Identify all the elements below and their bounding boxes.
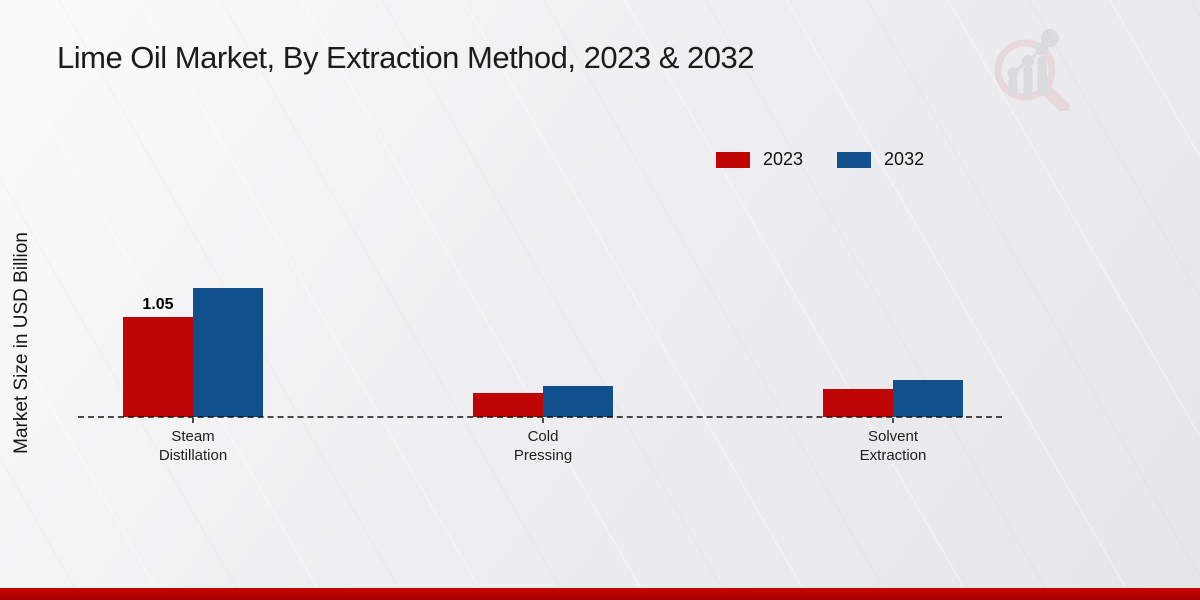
y-axis-label: Market Size in USD Billion: [11, 232, 32, 454]
x-tick-label-steam-distillation: Steam Distillation: [158, 428, 228, 464]
x-tick-label-solvent-extraction: Solvent Extraction: [859, 428, 927, 464]
legend-item-2032: 2032: [837, 149, 924, 170]
x-tick-label-cold-pressing: Cold Pressing: [513, 428, 573, 464]
chart-title: Lime Oil Market, By Extraction Method, 2…: [57, 40, 754, 75]
legend-item-2023: 2023: [716, 149, 803, 170]
bar-2023-steam-distillation: [123, 317, 193, 417]
x-tick: [892, 418, 894, 423]
footer-accent-band: [0, 588, 1200, 600]
market-research-magnifier-chart-logo-icon: [994, 29, 1070, 111]
x-tick: [542, 418, 544, 423]
bar-2032-steam-distillation: [193, 288, 263, 417]
bar-2032-solvent-extraction: [893, 379, 963, 417]
bar-2023-solvent-extraction: [823, 389, 893, 417]
legend: 2023 2032: [716, 149, 924, 170]
legend-swatch-2023-icon: [716, 151, 750, 168]
legend-swatch-2032-icon: [837, 151, 872, 168]
legend-label-2023: 2023: [763, 149, 804, 169]
x-tick: [192, 418, 194, 423]
legend-label-2032: 2032: [884, 149, 925, 169]
zero-baseline: [78, 416, 1002, 418]
bar-value-label: 1.05: [142, 296, 174, 313]
bar-2032-cold-pressing: [543, 385, 613, 417]
bar-2023-cold-pressing: [473, 393, 543, 417]
plot-area: 1.05: [78, 256, 1002, 417]
